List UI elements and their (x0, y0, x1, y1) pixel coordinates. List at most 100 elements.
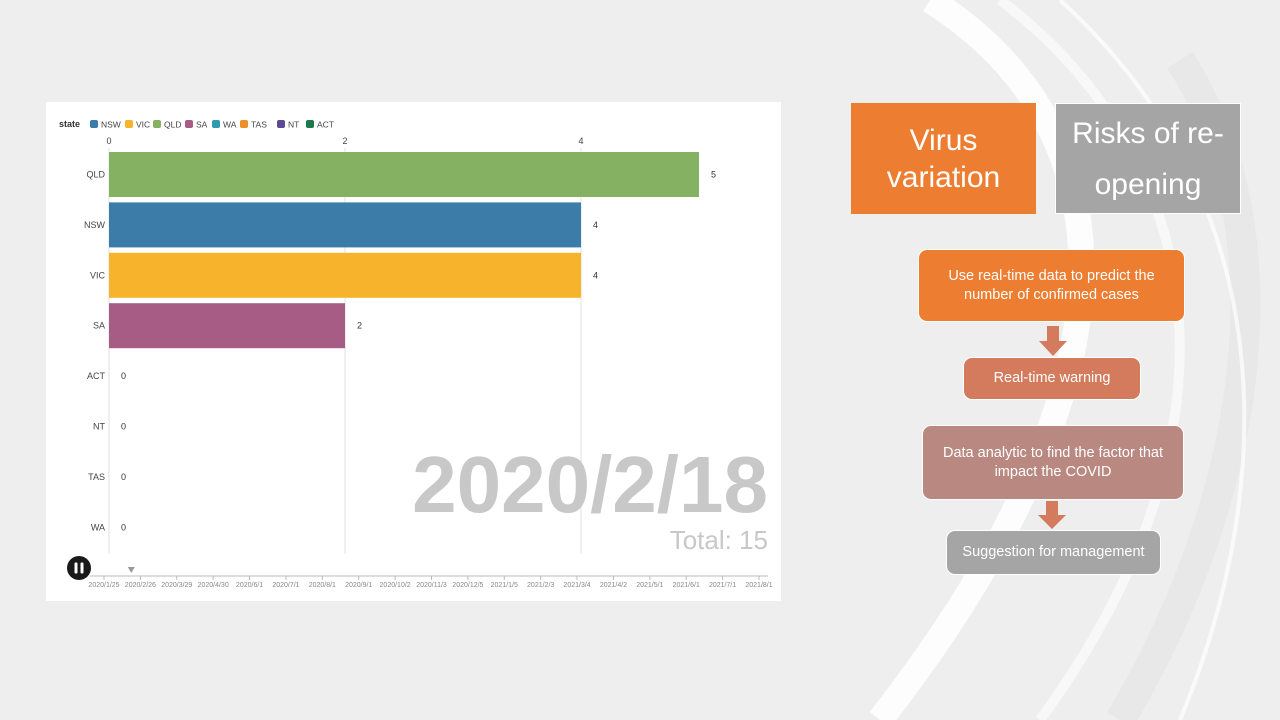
bar-sa (109, 303, 345, 349)
bar-row-nsw: NSW 4 (84, 202, 598, 248)
legend-title: state (59, 119, 80, 129)
down-arrow-icon (1038, 501, 1066, 529)
timeline-tick-label: 2020/8/1 (309, 582, 336, 589)
value-label: 0 (121, 472, 126, 482)
timeline-tick-label: 2020/11/3 (416, 582, 447, 589)
value-label: 4 (593, 220, 598, 230)
bar-row-nt: NT 0 (93, 422, 126, 432)
legend-item-vic[interactable]: VIC (125, 120, 150, 130)
legend-swatch (153, 120, 161, 128)
x-tick-label: 2 (342, 136, 347, 146)
value-label: 4 (593, 270, 598, 280)
bar-row-sa: SA 2 (93, 303, 362, 349)
legend-label: QLD (164, 120, 181, 130)
value-label: 0 (121, 371, 126, 381)
chart-bars: QLD 5 NSW 4 VIC 4 SA 2 ACT 0 NT 0 TAS 0 WA 0 (84, 152, 716, 532)
x-axis-ticks: 0 2 4 (106, 136, 583, 146)
virus-variation-text: Virus variation (886, 123, 1001, 194)
value-label: 2 (357, 321, 362, 331)
legend-label: SA (196, 120, 208, 130)
value-label: 0 (121, 522, 126, 532)
legend-item-sa[interactable]: SA (185, 120, 208, 130)
flow-step-predict: Use real-time data to predict the number… (918, 249, 1185, 322)
timeline-tick-label: 2021/4/2 (600, 582, 627, 589)
category-label: NT (93, 422, 105, 432)
bar-row-wa: WA 0 (91, 522, 126, 532)
legend-label: ACT (317, 120, 334, 130)
current-date-label: 2020/2/18 (412, 440, 768, 529)
flow-step-suggestion-text: Suggestion for management (962, 544, 1145, 560)
risks-of-reopening-box: Risks of re-opening (1055, 103, 1241, 214)
timeline-tick-label: 2021/1/5 (491, 582, 518, 589)
legend-label: NT (288, 120, 299, 130)
legend-item-qld[interactable]: QLD (153, 120, 181, 130)
bar-row-qld: QLD 5 (86, 152, 716, 197)
category-label: ACT (87, 371, 106, 381)
timeline-tick-label: 2021/8/1 (745, 582, 772, 589)
legend-swatch (90, 120, 98, 128)
chart-legend: state NSW VIC QLD SA WA TAS NT ACT (59, 119, 334, 130)
bar-row-act: ACT 0 (87, 371, 126, 381)
legend-swatch (212, 120, 220, 128)
value-label: 5 (711, 170, 716, 180)
category-label: QLD (86, 170, 105, 180)
category-label: WA (91, 522, 105, 532)
timeline-handle[interactable] (127, 567, 135, 573)
legend-swatch (277, 120, 285, 128)
flow-step-predict-text: Use real-time data to predict the number… (948, 267, 1155, 303)
virus-variation-box: Virus variation (851, 103, 1036, 214)
legend-label: NSW (101, 120, 121, 130)
timeline-tick-label: 2020/12/5 (452, 582, 483, 589)
timeline-tick-label: 2020/9/1 (345, 582, 372, 589)
flow-step-warning-text: Real-time warning (993, 370, 1111, 386)
flow-step-suggestion: Suggestion for management (946, 530, 1161, 575)
x-tick-label: 0 (106, 136, 111, 146)
timeline-tick-label: 2021/7/1 (709, 582, 736, 589)
flow-step-warning: Real-time warning (963, 357, 1141, 400)
category-label: NSW (84, 220, 106, 230)
timeline-tick-label: 2020/4/30 (198, 582, 229, 589)
bar-row-tas: TAS 0 (88, 472, 126, 482)
legend-item-wa[interactable]: WA (212, 120, 237, 130)
legend-swatch (306, 120, 314, 128)
bar-vic (109, 252, 581, 298)
timeline-tick-label: 2020/1/25 (88, 582, 119, 589)
legend-swatch (125, 120, 133, 128)
category-label: SA (93, 321, 105, 331)
legend-item-act[interactable]: ACT (306, 120, 334, 130)
down-arrow-icon (1039, 326, 1067, 356)
x-tick-label: 4 (578, 136, 583, 146)
timeline-tick-label: 2021/3/4 (563, 582, 590, 589)
timeline-tick-label: 2021/5/1 (636, 582, 663, 589)
pause-icon (74, 562, 84, 574)
legend-item-tas[interactable]: TAS (240, 120, 267, 130)
bar-row-vic: VIC 4 (90, 252, 598, 298)
legend-label: TAS (251, 120, 267, 130)
legend-swatch (185, 120, 193, 128)
timeline-tick-label: 2021/6/1 (673, 582, 700, 589)
timeline-tick-label: 2020/7/1 (272, 582, 299, 589)
risks-of-reopening-text: Risks of re-opening (1072, 116, 1224, 201)
category-label: TAS (88, 472, 105, 482)
legend-swatch (240, 120, 248, 128)
flow-step-analytic-text: Data analytic to find the factor that im… (942, 444, 1164, 480)
timeline-tick-label: 2020/10/2 (380, 582, 411, 589)
timeline-tick-label: 2020/6/1 (236, 582, 263, 589)
value-label: 0 (121, 422, 126, 432)
timeline-slider[interactable]: 2020/1/25 2020/2/26 2020/3/29 2020/4/30 2020… (88, 567, 773, 589)
pause-button[interactable] (67, 556, 91, 580)
bar-nsw (109, 202, 581, 248)
timeline-tick-label: 2020/3/29 (161, 582, 192, 589)
legend-item-nt[interactable]: NT (277, 120, 299, 130)
total-count-label: Total: 15 (670, 525, 768, 555)
legend-label: VIC (136, 120, 150, 130)
timeline-tick-label: 2021/2/3 (527, 582, 554, 589)
category-label: VIC (90, 270, 106, 280)
legend-item-nsw[interactable]: NSW (90, 120, 121, 130)
flow-step-analytic: Data analytic to find the factor that im… (922, 425, 1184, 500)
legend-label: WA (223, 120, 237, 130)
bar-qld (109, 152, 699, 197)
pause-button-circle[interactable] (67, 556, 91, 580)
